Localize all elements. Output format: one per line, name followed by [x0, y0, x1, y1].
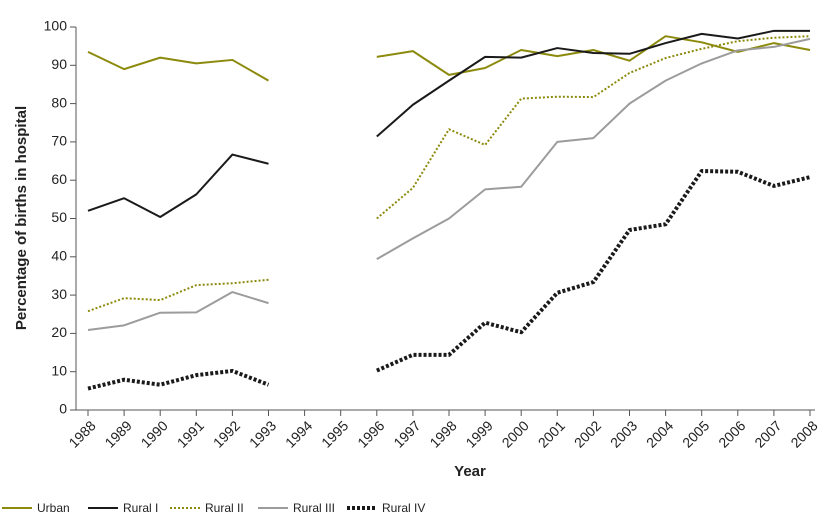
- legend-label: Rural II: [205, 501, 244, 515]
- x-tick-label: 1991: [174, 417, 207, 450]
- series-line: [87, 29, 810, 218]
- series-line: [87, 169, 811, 391]
- x-tick-label: 1996: [354, 417, 387, 450]
- x-tick-label: 1990: [138, 417, 171, 450]
- y-tick-label: 90: [51, 56, 67, 72]
- x-tick-label: 1988: [65, 417, 98, 450]
- x-tick-label: 1993: [246, 417, 279, 450]
- x-tick-label: 1995: [318, 417, 351, 450]
- x-tick-label: 2002: [571, 417, 604, 450]
- y-tick-label: 20: [51, 324, 67, 340]
- x-tick-label: 2007: [751, 417, 784, 450]
- y-tick-label: 0: [59, 401, 67, 417]
- x-tick-label: 2004: [643, 417, 676, 450]
- legend-label: Rural I: [123, 501, 158, 515]
- x-tick-label: 2000: [499, 417, 532, 450]
- legend-label: Rural IV: [382, 501, 425, 515]
- y-tick-label: 60: [51, 171, 67, 187]
- x-tick-label: 2001: [535, 417, 568, 450]
- y-axis-label: Percentage of births in hospital: [13, 106, 30, 330]
- x-tick-label: 2006: [715, 417, 748, 450]
- x-axis-label: Year: [454, 463, 486, 480]
- legend-label: Urban: [37, 501, 70, 515]
- x-tick-label: 2005: [679, 417, 712, 450]
- series-line: [87, 37, 811, 331]
- y-tick-label: 100: [44, 18, 68, 34]
- y-tick-label: 50: [51, 209, 67, 225]
- x-tick-label: 1989: [101, 417, 134, 450]
- y-tick-label: 10: [51, 362, 67, 378]
- y-tick-label: 80: [51, 94, 67, 110]
- x-tick-label: 1997: [390, 417, 423, 450]
- legend-label: Rural III: [293, 501, 335, 515]
- y-tick-label: 30: [51, 286, 67, 302]
- y-tick-label: 70: [51, 133, 67, 149]
- x-tick-label: 2003: [607, 417, 640, 450]
- x-tick-label: 1994: [282, 417, 315, 450]
- x-tick-label: 1999: [462, 417, 495, 450]
- x-tick-label: 2008: [787, 417, 820, 450]
- x-tick-label: 1992: [210, 417, 243, 450]
- series-line: [87, 35, 811, 82]
- x-tick-label: 1998: [426, 417, 459, 450]
- y-tick-label: 40: [51, 248, 67, 264]
- series-line: [87, 35, 811, 313]
